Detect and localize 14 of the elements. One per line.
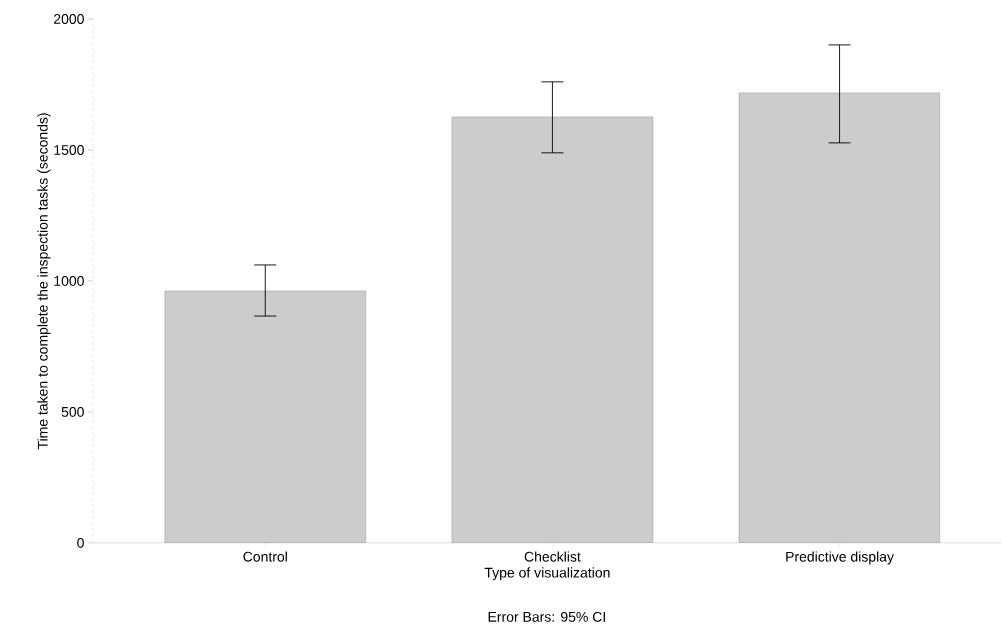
x-tick-label: Checklist xyxy=(524,551,581,562)
y-tick-label: 1500 xyxy=(54,145,84,155)
text: Error Bars: 95% CI xyxy=(488,611,605,622)
x-axis-title: Type of visualization xyxy=(484,567,610,581)
bar xyxy=(451,116,654,543)
bar xyxy=(738,92,941,543)
bar xyxy=(164,290,366,543)
x-tick-label: Control xyxy=(243,551,287,562)
x-tick-label: Predictive display xyxy=(786,551,894,565)
y-tick-label: 500 xyxy=(61,407,84,417)
y-tick-label: 0 xyxy=(77,537,84,548)
y-axis-title: Time taken to complete the inspection tasks (seconds) xyxy=(37,113,51,450)
y-tick-label: 2000 xyxy=(54,14,84,25)
y-tick-label: 1000 xyxy=(54,276,84,286)
